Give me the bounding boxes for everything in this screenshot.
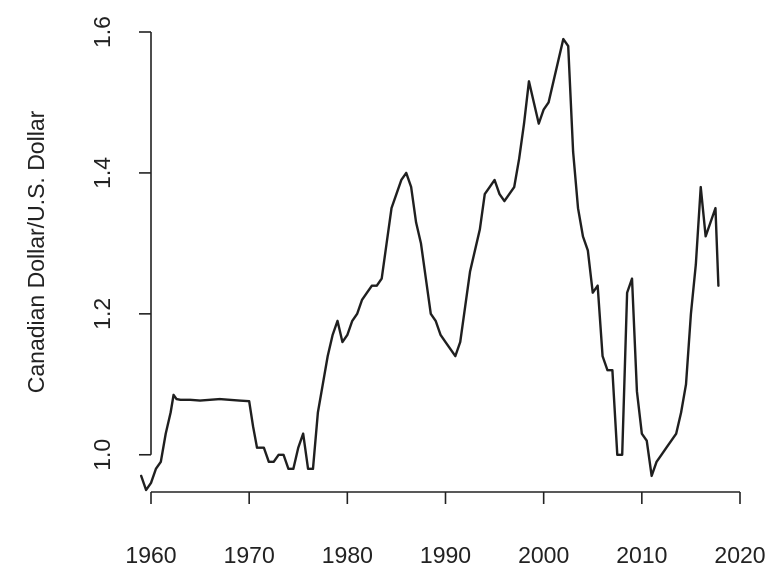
y-tick-label: 1.4 [89, 157, 115, 189]
x-tick-label: 1960 [125, 542, 176, 568]
x-tick-label: 2020 [714, 542, 765, 568]
axes-layer: 1960 1970 1980 1990 2000 2010 2020 1.0 1.2 1.4 1.6 [89, 16, 766, 568]
x-tick-label: 1990 [420, 542, 471, 568]
series-layer [139, 37, 720, 492]
y-tick-label: 1.2 [89, 298, 115, 330]
exchange-rate-series-line [139, 37, 720, 492]
x-tick-label: 2010 [616, 542, 667, 568]
x-tick-label: 1970 [224, 542, 275, 568]
x-tick-label: 2000 [518, 542, 569, 568]
y-tick-label: 1.0 [89, 439, 115, 471]
x-tick-label: 1980 [322, 542, 373, 568]
y-tick-label: 1.6 [89, 16, 115, 48]
y-axis-title: Canadian Dollar/U.S. Dollar [23, 110, 49, 393]
labels-layer: Canadian Dollar/U.S. Dollar [23, 110, 49, 393]
